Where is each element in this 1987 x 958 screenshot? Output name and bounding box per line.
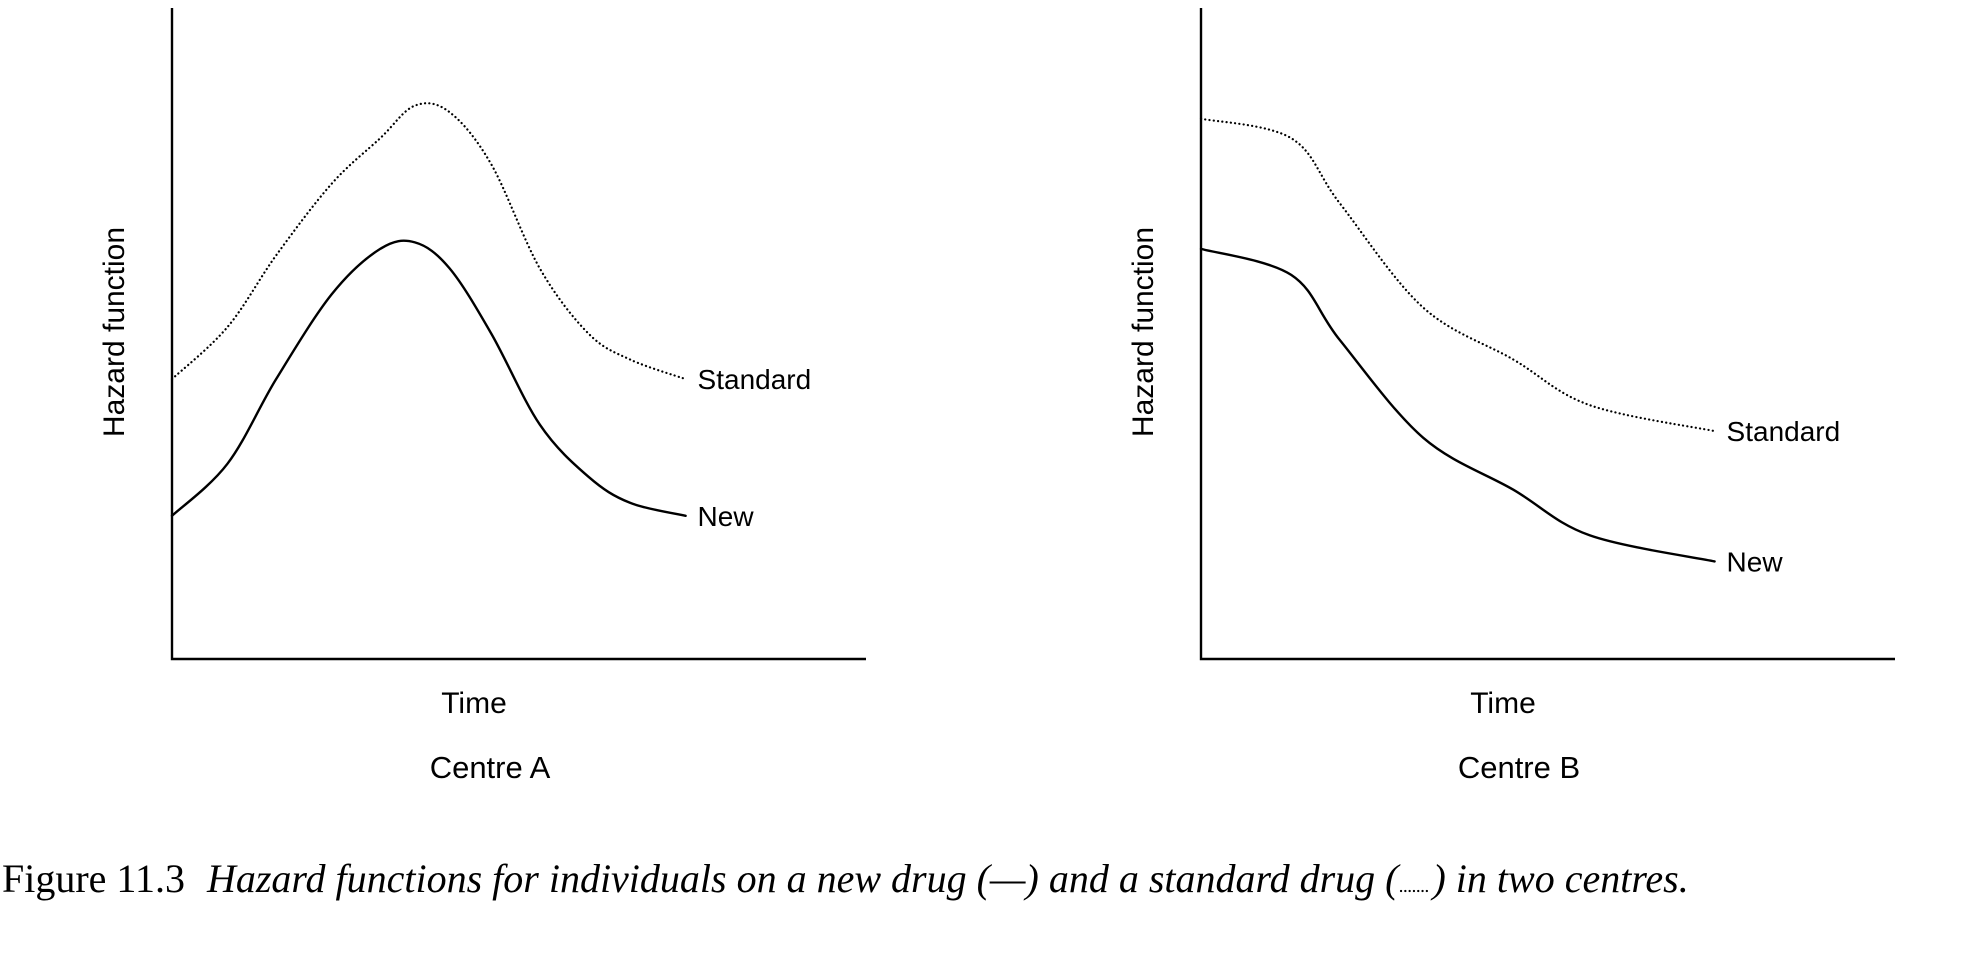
series-label-new: New (1727, 546, 1784, 577)
chart-title: Centre A (430, 750, 551, 785)
series-line-standard (1199, 117, 1716, 433)
chart-centre-a: Standard New Hazard function Time Centre A (98, 8, 866, 785)
caption-text-part-1: Hazard functions for individuals on a ne… (206, 856, 990, 901)
chart-centre-b: Standard New Hazard function Time Centre B (1127, 8, 1895, 785)
series-label-standard: Standard (1727, 416, 1841, 447)
series-label-new: New (698, 501, 755, 532)
dotted-line-symbol (1398, 858, 1432, 908)
chart-title: Centre B (1458, 750, 1580, 785)
axes-lines (170, 8, 866, 661)
x-axis-label: Time (1470, 687, 1536, 720)
series-line-standard (170, 102, 687, 381)
solid-line-symbol: — (989, 856, 1026, 901)
series-line-new (1199, 247, 1716, 563)
figure-caption: Figure 11.3 Hazard functions for individu… (2, 854, 1984, 908)
caption-text-part-2: ) and a standard drug ( (1025, 856, 1399, 901)
x-axis-label: Time (441, 687, 507, 720)
series-label-standard: Standard (698, 364, 812, 395)
y-axis-label: Hazard function (1127, 227, 1160, 437)
caption-text-part-3: ) in two centres. (1432, 856, 1689, 901)
series-line-new (170, 239, 687, 517)
y-axis-label: Hazard function (98, 227, 131, 437)
axes-lines (1199, 8, 1895, 661)
figure-number: Figure 11.3 (2, 856, 185, 901)
